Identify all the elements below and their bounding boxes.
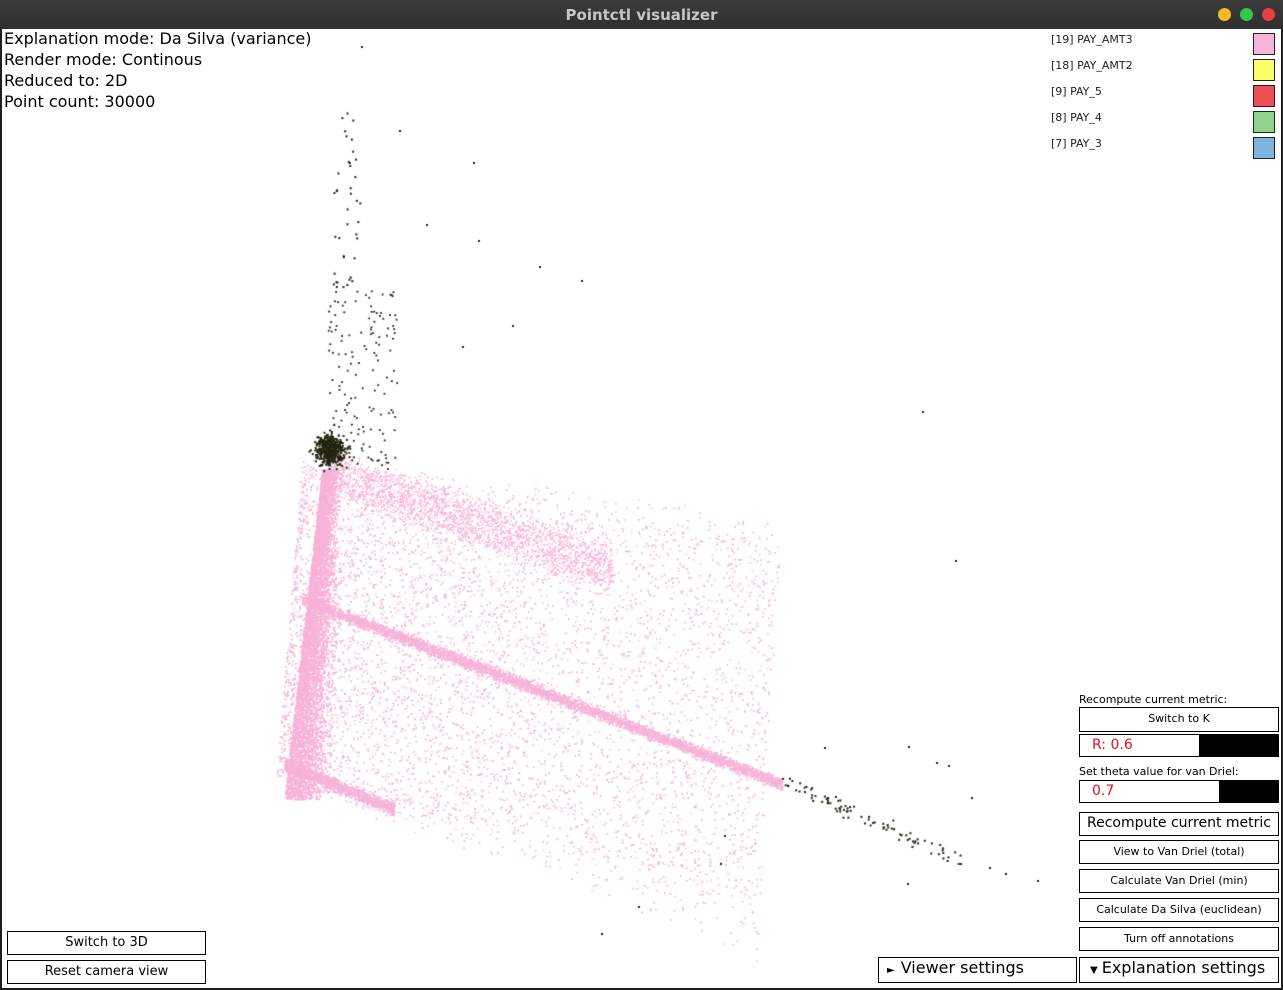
r-value-text: R: 0.6 <box>1092 737 1133 753</box>
viewer-settings-toggle[interactable]: ► Viewer settings <box>878 957 1077 983</box>
r-slider-fill <box>1198 735 1278 756</box>
calculate-da-silva-button[interactable]: Calculate Da Silva (euclidean) <box>1079 898 1279 922</box>
legend-label: [9] PAY_5 <box>1051 85 1102 98</box>
switch-to-3d-button[interactable]: Switch to 3D <box>7 931 206 955</box>
turn-off-annotations-button[interactable]: Turn off annotations <box>1079 927 1279 951</box>
calculate-van-driel-button[interactable]: Calculate Van Driel (min) <box>1079 869 1279 893</box>
view-van-driel-button[interactable]: View to Van Driel (total) <box>1079 840 1279 864</box>
point-cloud-canvas[interactable] <box>2 29 1281 988</box>
r-value-slider[interactable]: R: 0.6 <box>1079 734 1279 757</box>
expanded-arrow-icon: ▼ <box>1090 965 1098 976</box>
legend-label: [19] PAY_AMT3 <box>1051 33 1133 46</box>
viewer-settings-label: Viewer settings <box>900 958 1024 977</box>
recompute-metric-label: Recompute current metric: <box>1079 693 1228 706</box>
legend-label: [8] PAY_4 <box>1051 111 1102 124</box>
point-count-text: Point count: 30000 <box>4 92 156 111</box>
theta-slider[interactable]: 0.7 <box>1079 780 1279 803</box>
legend-swatch <box>1253 33 1275 55</box>
close-button[interactable] <box>1262 8 1275 21</box>
legend-label: [18] PAY_AMT2 <box>1051 59 1133 72</box>
recompute-metric-button[interactable]: Recompute current metric <box>1079 812 1279 836</box>
legend-swatch <box>1253 137 1275 159</box>
legend-swatch <box>1253 59 1275 81</box>
collapsed-arrow-icon: ► <box>887 965 895 976</box>
theta-label: Set theta value for van Driel: <box>1079 765 1239 778</box>
theta-value-text: 0.7 <box>1092 783 1115 799</box>
switch-to-k-button[interactable]: Switch to K <box>1079 707 1279 732</box>
reduced-to-text: Reduced to: 2D <box>4 71 128 90</box>
title-bar: Pointctl visualizer <box>0 0 1283 29</box>
explanation-settings-toggle[interactable]: ▼ Explanation settings <box>1079 957 1279 983</box>
visualization-viewport[interactable]: Explanation mode: Da Silva (variance) Re… <box>2 29 1281 988</box>
explanation-settings-label: Explanation settings <box>1101 958 1266 977</box>
legend-swatch <box>1253 85 1275 107</box>
minimize-button[interactable] <box>1218 8 1231 21</box>
explanation-mode-text: Explanation mode: Da Silva (variance) <box>4 29 312 48</box>
window-title: Pointctl visualizer <box>565 6 718 24</box>
maximize-button[interactable] <box>1240 8 1253 21</box>
theta-slider-fill <box>1218 781 1278 802</box>
reset-camera-button[interactable]: Reset camera view <box>7 960 206 984</box>
render-mode-text: Render mode: Continous <box>4 50 203 69</box>
legend-label: [7] PAY_3 <box>1051 137 1102 150</box>
legend-swatch <box>1253 111 1275 133</box>
